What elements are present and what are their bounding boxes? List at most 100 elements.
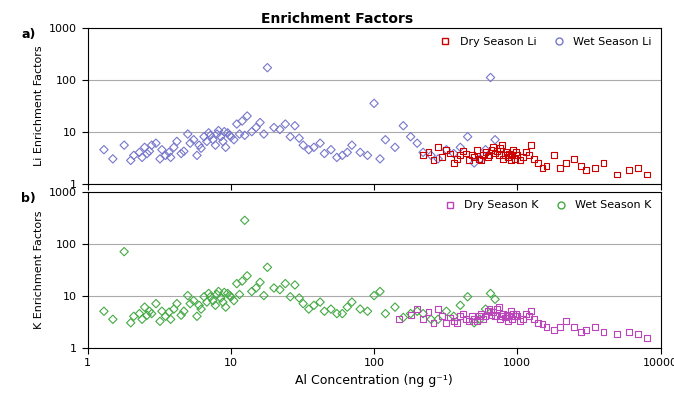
Point: [510, 156, 520, 162]
Point: [125, 320, 136, 326]
Point: [242, 273, 253, 279]
Point: [213, 128, 224, 134]
Point: [251, 124, 262, 131]
Point: [224, 132, 235, 139]
Point: [510, 313, 520, 320]
Point: [195, 145, 206, 151]
Point: [142, 150, 152, 157]
Point: [294, 295, 305, 301]
Point: [247, 288, 257, 295]
Point: [488, 144, 499, 150]
Point: [462, 293, 473, 300]
Point: [319, 308, 330, 314]
Point: [488, 309, 499, 315]
Point: [448, 318, 459, 324]
Point: [119, 248, 129, 255]
Point: [418, 149, 429, 156]
Point: [476, 157, 487, 164]
Point: [107, 156, 118, 162]
Point: [231, 121, 242, 127]
Point: [507, 316, 518, 322]
Point: [418, 316, 429, 322]
Point: [495, 316, 506, 322]
Point: [549, 152, 559, 158]
Point: [612, 331, 623, 337]
Point: [171, 301, 182, 307]
Point: [309, 302, 319, 308]
Point: [504, 313, 515, 320]
Point: [204, 290, 214, 297]
Point: [497, 313, 508, 320]
Point: [337, 152, 348, 158]
Point: [466, 313, 477, 320]
Point: [423, 149, 434, 156]
Point: [168, 306, 179, 312]
Point: [598, 329, 609, 335]
Point: [222, 290, 233, 297]
Point: [242, 113, 253, 119]
Point: [480, 147, 491, 153]
Point: [569, 156, 580, 162]
Point: [342, 304, 353, 310]
Point: [188, 137, 199, 143]
Point: [412, 306, 423, 312]
Point: [623, 167, 634, 173]
Point: [142, 312, 152, 318]
Point: [303, 147, 314, 153]
Point: [480, 313, 491, 320]
Point: [598, 160, 609, 166]
Point: [183, 292, 193, 299]
Y-axis label: K Enrichment Factors: K Enrichment Factors: [34, 210, 44, 329]
Point: [290, 122, 301, 129]
Point: [478, 152, 489, 158]
Point: [258, 292, 269, 299]
Point: [520, 149, 531, 156]
Point: [455, 144, 466, 150]
Point: [346, 299, 357, 305]
Point: [398, 314, 408, 321]
Point: [497, 142, 508, 149]
Point: [144, 308, 155, 314]
Point: [455, 152, 466, 158]
Text: a): a): [22, 28, 36, 41]
Point: [485, 74, 496, 81]
Point: [193, 142, 204, 149]
Point: [448, 313, 459, 320]
Point: [216, 134, 226, 140]
Point: [128, 313, 139, 320]
Point: [486, 312, 497, 318]
Point: [225, 293, 237, 300]
Point: [507, 152, 518, 158]
Point: [274, 286, 285, 293]
Point: [561, 318, 572, 324]
Point: [319, 150, 330, 157]
Point: [205, 293, 216, 300]
Point: [426, 152, 437, 158]
Point: [285, 134, 296, 140]
Point: [191, 152, 202, 158]
Point: [418, 152, 429, 158]
Point: [555, 165, 565, 171]
Point: [490, 313, 501, 320]
Point: [337, 310, 348, 317]
Point: [433, 144, 443, 150]
Point: [504, 150, 515, 157]
Point: [156, 308, 167, 314]
Point: [523, 313, 534, 320]
Point: [280, 280, 290, 287]
Point: [515, 157, 526, 164]
Point: [262, 64, 273, 71]
Point: [474, 156, 485, 162]
Point: [469, 316, 480, 322]
Point: [576, 329, 587, 335]
Point: [555, 324, 565, 330]
Point: [140, 144, 150, 150]
Point: [251, 285, 262, 291]
Y-axis label: Li Enrichment Factors: Li Enrichment Factors: [34, 45, 44, 166]
Point: [134, 149, 145, 156]
Point: [218, 299, 228, 305]
Point: [150, 140, 161, 147]
Point: [549, 327, 559, 333]
Point: [580, 167, 591, 173]
Point: [185, 301, 195, 307]
